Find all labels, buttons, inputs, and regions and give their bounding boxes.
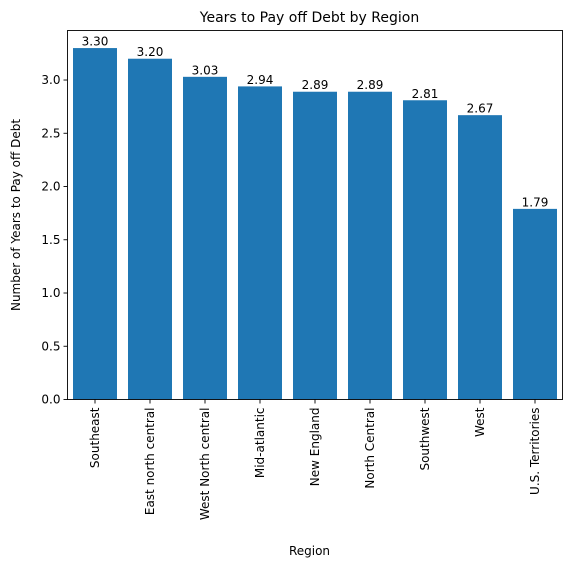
plot-frame <box>67 30 563 400</box>
x-tick-label: West <box>473 407 487 437</box>
bar-value-label: 3.20 <box>137 45 164 59</box>
bar <box>458 115 502 400</box>
y-tick-label: 1.0 <box>41 286 60 300</box>
value-labels-layer: 3.30 3.20 3.03 2.94 2.89 2.89 2.81 2.67 1.79 <box>82 35 549 210</box>
y-tick-label: 2.0 <box>41 180 60 194</box>
y-tick-label: 0.5 <box>41 339 60 353</box>
x-tick-label: West North central <box>198 408 212 521</box>
x-tick-label: New England <box>308 408 322 487</box>
x-axis: Southeast East north central West North ce… <box>88 399 542 521</box>
bar <box>293 91 337 400</box>
bar-value-label: 3.30 <box>82 35 109 49</box>
x-tick-label: Southwest <box>418 407 432 470</box>
bar-value-label: 2.89 <box>302 78 329 92</box>
bar <box>183 76 227 400</box>
bar-value-label: 1.79 <box>522 195 549 209</box>
y-tick-label: 3.0 <box>41 73 60 87</box>
y-tick-label: 2.5 <box>41 126 60 140</box>
y-axis-label: Number of Years to Pay off Debt <box>9 119 23 311</box>
x-tick-label: U.S. Territories <box>528 408 542 495</box>
bar <box>73 48 117 400</box>
bar-value-label: 2.89 <box>357 78 384 92</box>
bar <box>128 58 172 400</box>
x-tick-label: Mid-atlantic <box>253 408 267 479</box>
y-axis: 0.0 0.5 1.0 1.5 2.0 2.5 3.0 <box>41 73 68 407</box>
bar <box>348 91 392 400</box>
x-tick-label: Southeast <box>88 407 102 468</box>
bar-value-label: 3.03 <box>192 63 219 77</box>
x-tick-label: North Central <box>363 408 377 489</box>
y-tick-label: 1.5 <box>41 233 60 247</box>
x-tick-label: East north central <box>143 408 157 516</box>
bar <box>513 208 557 400</box>
bar-value-label: 2.67 <box>467 102 494 116</box>
bar <box>238 86 282 400</box>
y-tick-label: 0.0 <box>41 393 60 407</box>
x-axis-label: Region <box>289 544 330 558</box>
bar <box>403 100 447 400</box>
bar-value-label: 2.81 <box>412 87 439 101</box>
bars-layer <box>73 48 557 400</box>
bar-value-label: 2.94 <box>247 73 274 87</box>
chart-title: Years to Pay off Debt by Region <box>199 10 419 26</box>
